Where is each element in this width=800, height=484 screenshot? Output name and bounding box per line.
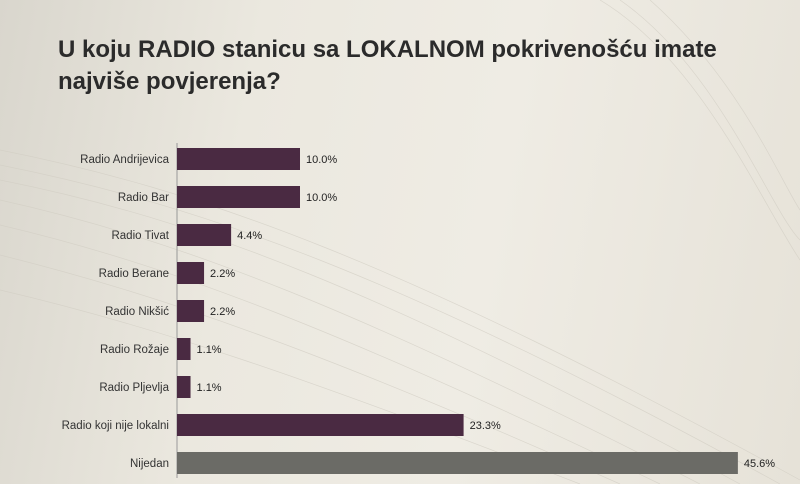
value-label: 45.6% [744,458,775,470]
category-label: Radio Pljevlja [99,382,169,394]
category-label: Radio Nikšić [105,306,169,318]
value-label: 1.1% [197,382,222,394]
category-label: Radio Tivat [111,230,169,242]
bar [177,186,300,208]
bar [177,414,464,436]
value-label: 1.1% [197,344,222,356]
category-label: Radio Rožaje [100,344,169,356]
bar [177,262,205,284]
bar [177,300,205,322]
value-label: 10.0% [306,192,337,204]
value-label: 2.2% [210,306,235,318]
value-label: 4.4% [237,230,262,242]
chart-title: U koju RADIO stanicu sa LOKALNOM pokrive… [58,36,717,95]
bar [177,148,300,170]
value-label: 23.3% [470,420,501,432]
category-label: Radio Bar [118,192,169,204]
category-label: Radio Andrijevica [80,154,169,166]
category-label: Radio Berane [99,268,169,280]
category-label: Radio koji nije lokalni [62,420,169,432]
category-label: Nijedan [130,458,169,470]
value-label: 10.0% [306,154,337,166]
bar [177,224,232,246]
bar [177,338,191,360]
bar [177,376,191,398]
value-label: 2.2% [210,268,235,280]
bar [177,452,738,474]
